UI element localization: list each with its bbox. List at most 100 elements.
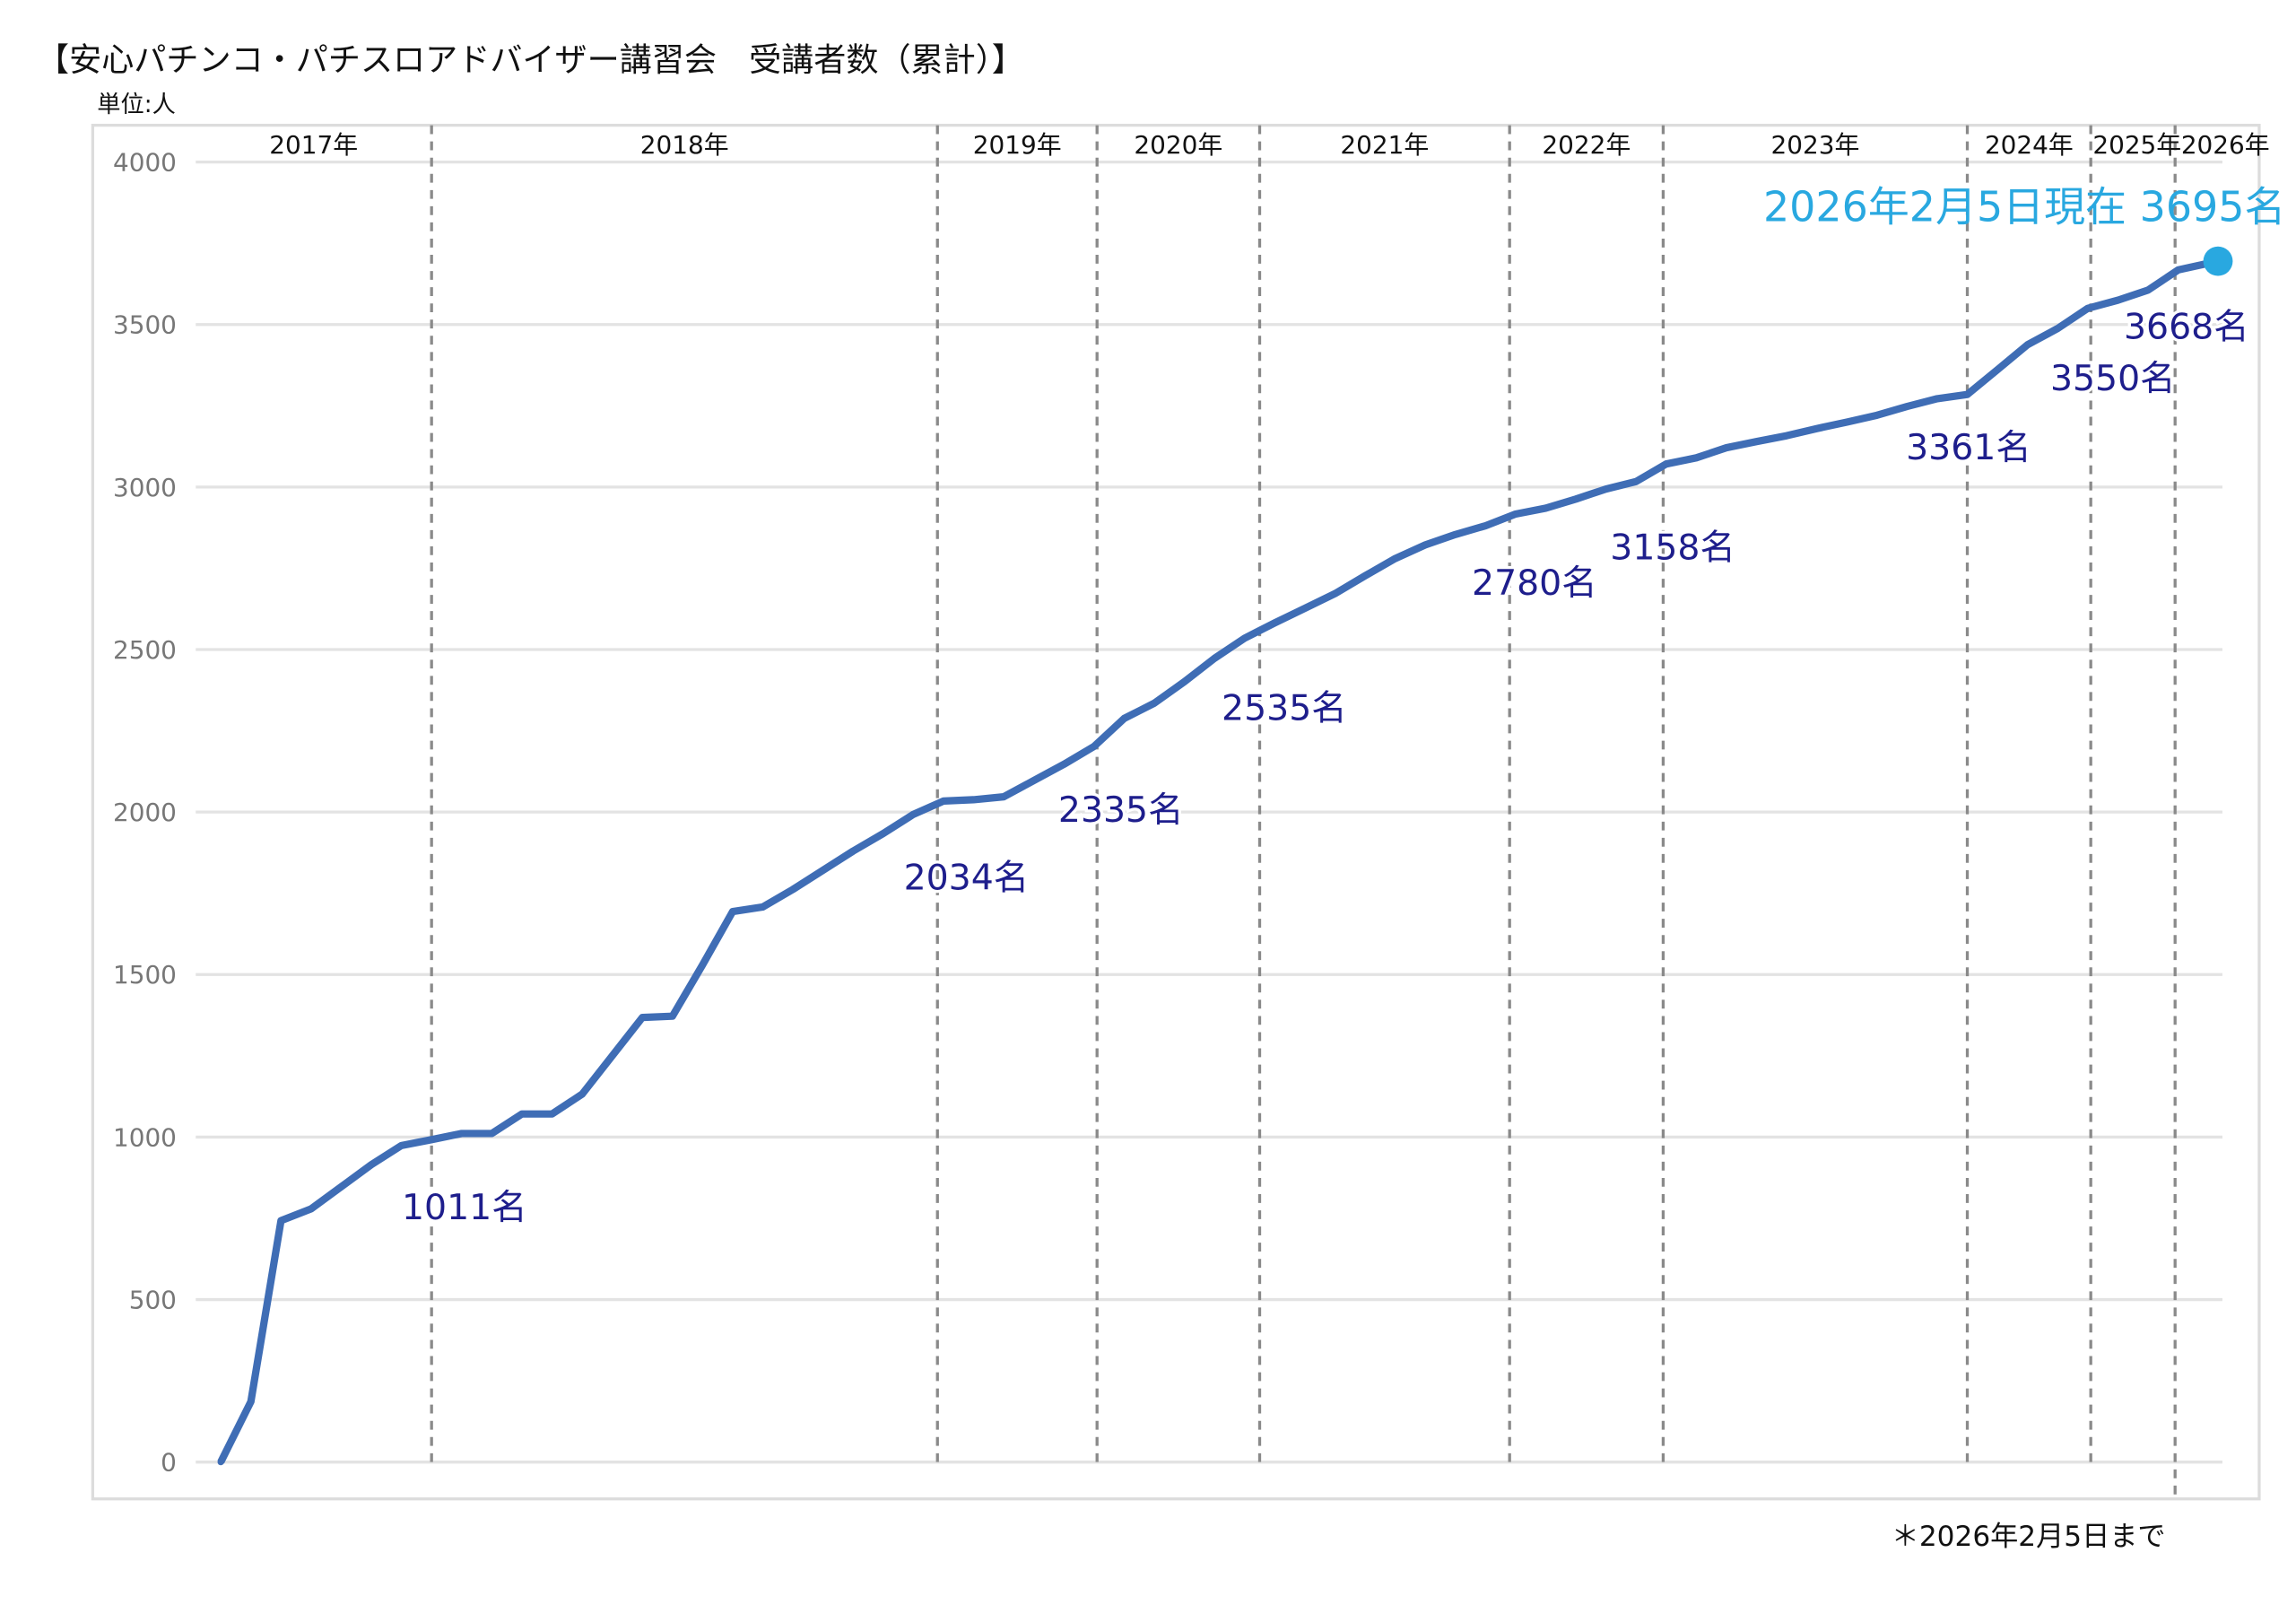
y-tick-label: 3000 [113,473,177,502]
data-point [1482,522,1489,529]
series [217,246,2233,1466]
data-point [1572,495,1579,502]
year-label: 2023年 [1771,130,1860,160]
year-label: 2024年 [1985,130,2074,160]
data-point [609,1052,616,1060]
data-point [849,848,857,855]
plot-frame [91,123,2261,1501]
data-point [1874,412,1881,419]
data-point [1120,715,1128,722]
data-point [970,796,978,804]
data-point [1632,478,1639,485]
data-point [1180,678,1188,685]
data-point [940,798,947,805]
data-label: 3158名 [1610,528,1735,569]
data-label: 2780名 [1472,563,1597,604]
data-label: 1011名 [402,1187,527,1228]
y-tick-label: 1000 [113,1122,177,1152]
data-point [1031,777,1038,784]
data-labels: 1011名 2034名 2335名 2535名 2780名 3158名 3361名 3550名… [399,303,2252,1231]
data-point [1091,743,1098,750]
y-tick-label: 3500 [113,310,177,340]
data-point [518,1111,526,1118]
data-point [1361,572,1369,580]
data-label: 3361名 [1906,427,2031,468]
data-point [2024,341,2031,348]
year-label: 2022年 [1542,130,1631,160]
current-total-label: 2026年2月5日現在 3695名 [1763,182,2286,231]
data-point [1723,444,1730,451]
data-point [397,1142,405,1149]
data-point [548,1111,556,1118]
data-point [789,885,796,893]
data-point [1452,531,1459,538]
data-point [277,1217,284,1225]
data-point [2084,305,2092,312]
data-point [2114,297,2122,304]
data-point [1512,510,1519,518]
y-tick-label: 500 [129,1285,177,1314]
data-point [1301,605,1309,612]
data-point [1963,391,1971,398]
data-point [1903,403,1910,410]
chart-title: 【安心パチンコ・パチスロアドバイザー講習会 受講者数（累計）】 [37,40,1024,79]
data-point [1603,485,1610,493]
data-point [1783,432,1790,440]
data-point [428,1136,435,1143]
data-point [217,1459,224,1466]
data-point [1151,700,1158,707]
data-point [458,1130,465,1138]
y-tick-label: 0 [161,1448,177,1478]
data-label: 2535名 [1222,688,1347,729]
data-point [1331,590,1339,598]
data-point [880,830,887,837]
data-point [1934,395,1941,402]
year-label: 2020年 [1134,130,1222,160]
data-point [308,1205,315,1213]
year-label: 2021年 [1340,130,1429,160]
y-tick-label: 1500 [113,960,177,990]
latest-data-point [2203,246,2233,276]
data-point [1692,454,1700,461]
y-tick-label: 2000 [113,798,177,827]
data-point [1060,761,1067,768]
data-point [759,903,767,911]
data-point [1813,425,1821,432]
data-label: 3668名 [2124,307,2249,348]
data-point [337,1183,345,1191]
data-point [578,1090,586,1098]
year-label: 2025年 [2092,130,2181,160]
y-tick-label: 4000 [113,148,177,178]
year-label: 2026年 [2181,130,2270,160]
gridlines [196,161,2222,1464]
data-label: 2335名 [1058,789,1184,831]
data-point [1391,554,1399,563]
data-point [1271,619,1278,626]
data-point [2054,325,2061,332]
data-point [248,1398,255,1405]
data-point [909,811,917,818]
data-point [1752,438,1761,445]
data-point [669,1013,676,1020]
y-axis-ticks: 0 500 1000 1500 2000 2500 3000 3500 4000 [113,148,177,1478]
data-point [1542,504,1550,512]
data-point [2174,266,2182,274]
data-point [639,1014,646,1021]
year-labels: 2017年 2018年 2019年 2020年 2021年 2022年 2023年 2024年… [269,130,2269,160]
y-axis-unit: 単位:人 [97,92,176,118]
data-point [1422,541,1429,549]
year-dividers [430,125,2177,1495]
year-label: 2018年 [640,130,729,160]
data-point [1663,460,1670,467]
data-point [820,867,827,874]
data-point [2144,286,2152,293]
data-point [488,1130,495,1138]
data-point [699,961,706,969]
footnote: ＊2026年2月5日まで [1892,1521,2166,1553]
data-point [1843,418,1850,426]
data-point [1000,793,1007,800]
data-point [368,1161,375,1168]
y-tick-label: 2500 [113,635,177,665]
year-label: 2019年 [973,130,1062,160]
